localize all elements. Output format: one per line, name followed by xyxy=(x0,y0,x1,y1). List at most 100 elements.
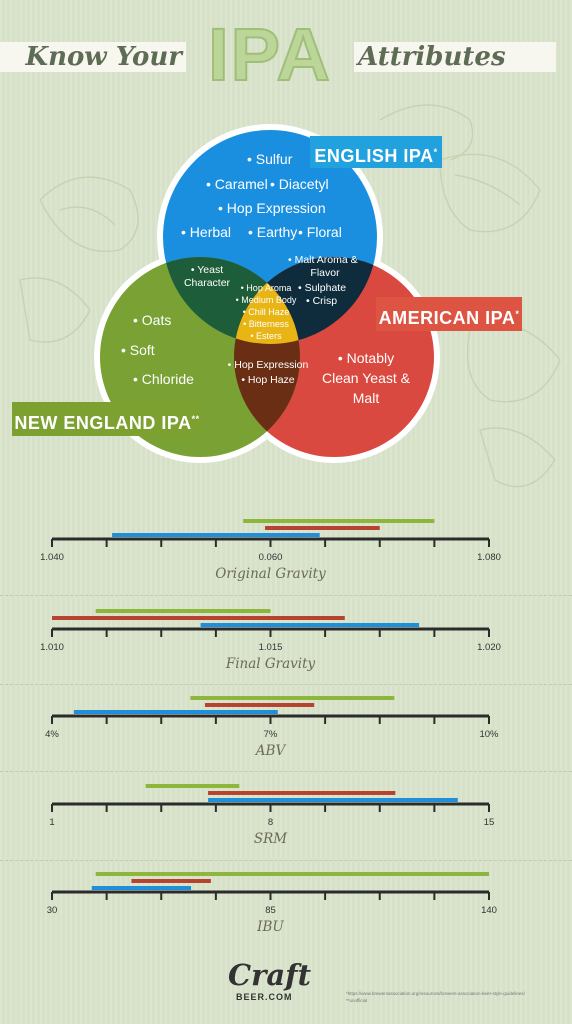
tick-label: 1.080 xyxy=(477,552,501,563)
axis-tick xyxy=(105,804,108,812)
title-attributes: Attributes xyxy=(354,42,556,72)
tick-label: 4% xyxy=(45,729,59,740)
venn-english-american-item: • Sulphate xyxy=(298,282,347,294)
axis-tick xyxy=(433,539,436,547)
footnote-source: *https://www.brewersassociation.org/reso… xyxy=(346,991,525,996)
axis-tick xyxy=(214,892,217,900)
axis-tick xyxy=(433,892,436,900)
venn-all-item: • Medium Body xyxy=(235,295,297,305)
tick-label: 1.010 xyxy=(40,642,64,653)
chart-axis-title: SRM xyxy=(254,831,288,847)
venn-new-england-item: • Oats xyxy=(133,312,172,328)
axis-tick xyxy=(105,892,108,900)
range-bar-american xyxy=(204,703,315,707)
venn-american-ne-item: • Hop Expression xyxy=(227,359,309,371)
chart-axis-title: IBU xyxy=(256,919,284,935)
tick-label: 1 xyxy=(49,817,54,828)
axis-tick xyxy=(269,892,272,900)
divider xyxy=(0,860,572,861)
logo-sub: BEER.COM xyxy=(236,992,293,1002)
venn-english-ne-item: • Yeast xyxy=(190,264,224,276)
venn-english-item: • Caramel xyxy=(206,176,268,192)
chart-axis-title: Final Gravity xyxy=(225,656,316,672)
axis-tick xyxy=(51,804,53,812)
venn-english-item: • Diacetyl xyxy=(270,176,329,192)
axis-tick xyxy=(160,892,163,900)
venn-all-item: • Hop Aroma xyxy=(240,283,292,293)
chart-axis-title: ABV xyxy=(254,743,287,759)
range-bar-english xyxy=(73,710,278,714)
axis-tick xyxy=(214,716,217,724)
hop-illustration-background xyxy=(19,104,561,488)
title-know-your: Know Your xyxy=(0,42,186,72)
venn-english-item: • Hop Expression xyxy=(218,200,326,216)
axis-tick xyxy=(488,804,490,812)
tick-label: 8 xyxy=(268,817,273,828)
axis-tick xyxy=(324,716,327,724)
venn-english-item: • Floral xyxy=(298,224,342,240)
logo-main: Craft xyxy=(228,958,312,992)
venn-english-item: • Herbal xyxy=(181,224,232,240)
axis-tick xyxy=(488,716,490,724)
divider xyxy=(0,771,572,772)
venn-new-england-item: • Chloride xyxy=(133,371,194,387)
tick-label: 30 xyxy=(47,905,58,916)
axis-tick xyxy=(160,539,163,547)
tick-label: 0.060 xyxy=(259,552,283,563)
venn-american-item: Clean Yeast & xyxy=(322,370,410,386)
axis-tick xyxy=(160,804,163,812)
venn-all-item: • Chill Haze xyxy=(242,307,290,317)
venn-english-item: • Earthy xyxy=(248,224,298,240)
axis-tick xyxy=(324,629,327,637)
axis-tick xyxy=(105,629,108,637)
axis-tick xyxy=(378,716,381,724)
axis-tick xyxy=(269,716,272,724)
range-bar-english xyxy=(208,798,458,802)
chart-axis-title: Original Gravity xyxy=(215,566,326,582)
all-three-overlap xyxy=(234,257,300,344)
axis-tick xyxy=(433,804,436,812)
venn-new-england-item: • Soft xyxy=(121,342,155,358)
venn-all-item: • Esters xyxy=(250,331,282,341)
venn-american-item: • Notably xyxy=(337,350,395,366)
axis-tick xyxy=(51,539,53,547)
range-charts: 1.040 0.060 1.080 Original Gravity 1.010 1.01… xyxy=(40,519,501,935)
axis-tick xyxy=(433,629,436,637)
axis-tick xyxy=(378,892,381,900)
tick-label: 140 xyxy=(481,905,497,916)
title-ipa: IPA xyxy=(207,13,332,96)
range-bar-american xyxy=(131,879,211,883)
axis-tick xyxy=(105,716,108,724)
axis-tick xyxy=(324,539,327,547)
tick-label: 15 xyxy=(484,817,495,828)
axis-tick xyxy=(378,629,381,637)
range-bar-new-england xyxy=(190,696,395,700)
range-bar-american xyxy=(52,616,345,620)
axis-tick xyxy=(488,539,490,547)
axis-tick xyxy=(378,539,381,547)
axis-tick xyxy=(269,804,272,812)
range-bar-american xyxy=(208,791,396,795)
range-bar-new-england xyxy=(243,519,435,523)
new-england-ipa-label: NEW ENGLAND IPA** xyxy=(12,402,202,436)
footnote-unofficial: **unofficial xyxy=(346,998,368,1003)
divider xyxy=(0,684,572,685)
tick-label: 1.040 xyxy=(40,552,64,563)
axis-tick xyxy=(433,716,436,724)
axis-tick xyxy=(214,629,217,637)
divider xyxy=(0,595,572,596)
axis-tick xyxy=(51,892,53,900)
axis-tick xyxy=(51,716,53,724)
venn-english-american-item: • Crisp xyxy=(306,295,338,307)
english-ipa-label: ENGLISH IPA* xyxy=(310,136,442,168)
craftbeer-logo: Craft BEER.COM xyxy=(226,958,316,1008)
range-bar-english xyxy=(91,886,192,890)
axis-tick xyxy=(214,539,217,547)
range-bar-english xyxy=(200,623,420,627)
axis-tick xyxy=(378,804,381,812)
axis-tick xyxy=(269,629,272,637)
axis-tick xyxy=(324,892,327,900)
tick-label: 7% xyxy=(264,729,278,740)
range-bar-new-england xyxy=(95,609,271,613)
